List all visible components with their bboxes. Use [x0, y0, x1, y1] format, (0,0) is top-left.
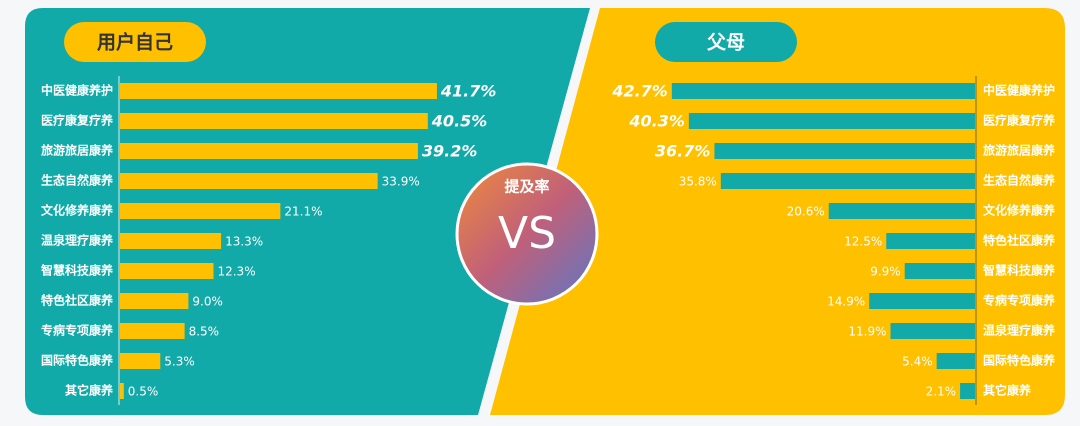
bar [120, 83, 437, 99]
category-label: 专病专项康养 [41, 323, 113, 338]
value-label: 13.3% [225, 235, 263, 249]
value-label: 21.1% [284, 205, 322, 219]
category-label: 医疗康复疗养 [41, 113, 113, 128]
value-label: 36.7% [655, 142, 711, 161]
category-label: 国际特色康养 [983, 353, 1055, 368]
value-label: 39.2% [422, 142, 478, 161]
bar [890, 323, 975, 339]
badge-title: 提及率 [504, 178, 549, 196]
bar [120, 173, 378, 189]
category-label: 智慧科技康养 [40, 263, 113, 278]
category-label: 生态自然康养 [41, 173, 113, 188]
category-label: 文化修养康养 [983, 203, 1055, 218]
value-label: 0.5% [128, 385, 159, 399]
bar [714, 143, 975, 159]
chart-title: 用户自己 [97, 31, 173, 54]
category-label: 旅游旅居康养 [41, 143, 113, 158]
category-label: 文化修养康养 [41, 203, 113, 218]
category-label: 温泉理疗康养 [41, 233, 113, 248]
bar [120, 353, 161, 369]
title-pill [64, 22, 206, 62]
bar [120, 293, 189, 309]
category-label: 专病专项康养 [983, 293, 1055, 308]
value-label: 5.3% [164, 355, 195, 369]
value-label: 33.9% [382, 175, 420, 189]
title-pill [655, 22, 797, 62]
category-label: 其它康养 [65, 383, 113, 398]
bar [120, 203, 281, 219]
category-label: 特色社区康养 [41, 293, 113, 308]
right-panel [490, 8, 1065, 415]
chart-title: 父母 [706, 32, 745, 54]
category-label: 其它康养 [983, 383, 1031, 398]
value-label: 20.6% [787, 205, 825, 219]
category-label: 生态自然康养 [983, 173, 1055, 188]
value-label: 8.5% [189, 325, 220, 339]
value-label: 40.5% [431, 112, 488, 131]
value-label: 42.7% [611, 82, 668, 101]
value-label: 5.4% [902, 355, 933, 369]
value-label: 14.9% [827, 295, 865, 309]
value-label: 9.9% [870, 265, 901, 279]
value-label: 9.0% [192, 295, 223, 309]
bar [720, 173, 975, 189]
badge-text: VS [498, 208, 556, 259]
bar [886, 233, 975, 249]
value-label: 40.3% [628, 112, 685, 131]
bar [120, 113, 428, 129]
bar [120, 263, 214, 279]
bar [869, 293, 975, 309]
value-label: 11.9% [848, 325, 886, 339]
bar [120, 143, 418, 159]
bar [828, 203, 975, 219]
category-label: 医疗康复疗养 [983, 113, 1055, 128]
left-panel [25, 8, 590, 415]
bar [120, 323, 185, 339]
bar [936, 353, 975, 369]
category-label: 特色社区康养 [983, 233, 1055, 248]
bar [960, 383, 975, 399]
category-label: 温泉理疗康养 [983, 323, 1055, 338]
value-label: 12.3% [217, 265, 255, 279]
value-label: 41.7% [440, 82, 497, 101]
bar [120, 233, 222, 249]
bar [904, 263, 975, 279]
value-label: 12.5% [844, 235, 882, 249]
value-label: 2.1% [926, 385, 957, 399]
category-label: 智慧科技康养 [982, 263, 1055, 278]
category-label: 中医健康养护 [41, 83, 113, 98]
category-label: 旅游旅居康养 [983, 143, 1055, 158]
vs-badge [455, 162, 599, 306]
bar [671, 83, 975, 99]
value-label: 35.8% [679, 175, 717, 189]
bar [120, 383, 124, 399]
category-label: 中医健康养护 [983, 83, 1055, 98]
category-label: 国际特色康养 [41, 353, 113, 368]
bar [688, 113, 975, 129]
